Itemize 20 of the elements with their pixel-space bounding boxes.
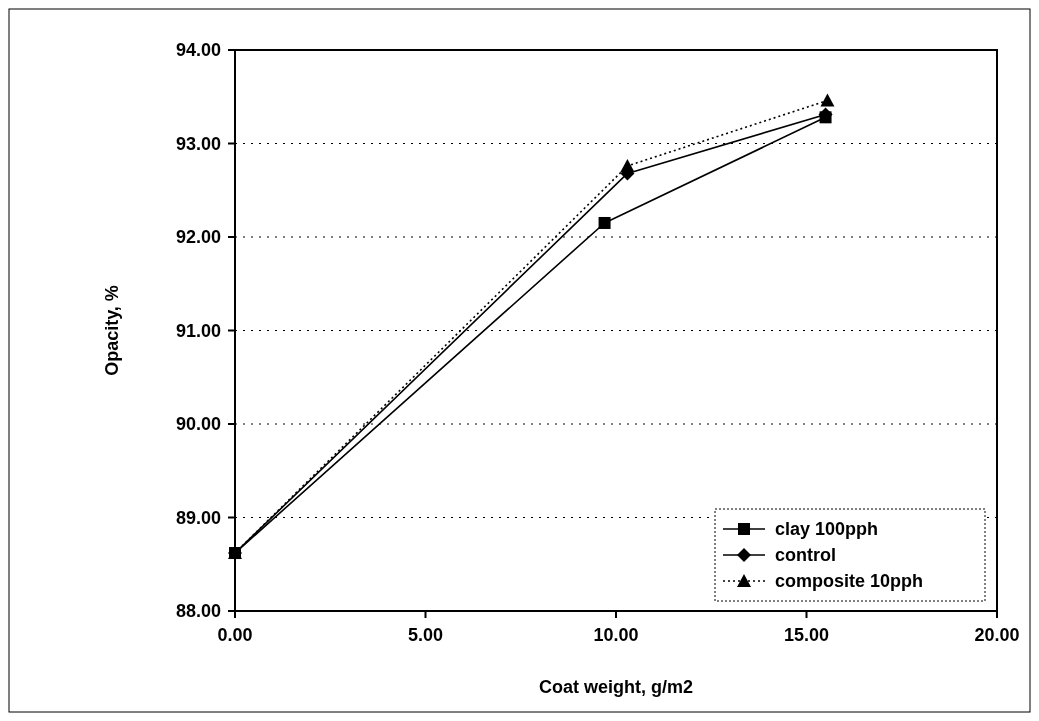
y-tick-label: 89.00 bbox=[175, 507, 221, 528]
y-tick-label: 94.00 bbox=[175, 40, 221, 61]
x-tick-label: 10.00 bbox=[593, 625, 639, 645]
x-tick-label: 15.00 bbox=[783, 625, 830, 645]
x-tick-label: 5.00 bbox=[407, 625, 444, 645]
legend-label: composite 10pph bbox=[775, 571, 924, 592]
point bbox=[229, 547, 241, 560]
legend-label: control bbox=[775, 545, 836, 566]
point bbox=[598, 216, 611, 229]
y-tick-label: 93.00 bbox=[175, 133, 221, 154]
y-axis-title: Opacity, % bbox=[102, 285, 122, 376]
y-tick-label: 90.00 bbox=[175, 414, 221, 435]
x-tick-label: 20.00 bbox=[974, 625, 1020, 645]
x-axis-title: Coat weight, g/m2 bbox=[538, 677, 694, 697]
legend-label: clay 100pph bbox=[775, 519, 879, 540]
x-tick-label: 0.00 bbox=[217, 625, 253, 645]
y-tick-label: 92.00 bbox=[175, 227, 221, 248]
point bbox=[819, 111, 832, 124]
y-tick-label: 91.00 bbox=[175, 320, 221, 341]
y-tick-label: 88.00 bbox=[175, 601, 221, 622]
